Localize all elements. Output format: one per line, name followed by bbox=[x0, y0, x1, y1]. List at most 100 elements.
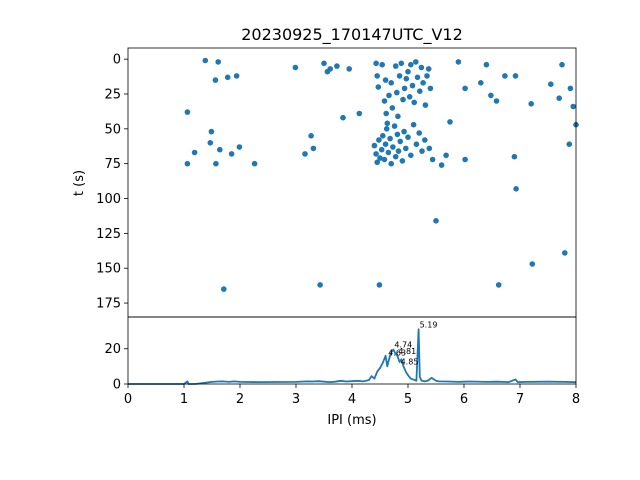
scatter-point bbox=[425, 66, 432, 72]
scatter-point bbox=[414, 74, 421, 81]
series-line bbox=[128, 328, 577, 385]
scatter-point bbox=[334, 63, 340, 69]
y-tick-label: 150 bbox=[96, 262, 121, 277]
scatter-point bbox=[383, 126, 390, 132]
scatter-point bbox=[382, 141, 389, 147]
scatter-point bbox=[417, 88, 423, 94]
scatter-point bbox=[383, 110, 390, 117]
scatter-point bbox=[308, 133, 314, 139]
scatter-point bbox=[391, 123, 398, 129]
scatter-point bbox=[213, 160, 219, 167]
scatter-point bbox=[455, 59, 462, 65]
scatter-point bbox=[400, 96, 406, 103]
scatter-point bbox=[433, 218, 439, 224]
scatter-point bbox=[403, 145, 409, 152]
x-tick-label: 6 bbox=[460, 392, 468, 407]
scatter-point bbox=[233, 73, 240, 79]
histogram-frame bbox=[127, 316, 577, 385]
scatter-point bbox=[511, 153, 518, 160]
scatter-point bbox=[410, 121, 417, 128]
scatter-point bbox=[302, 151, 308, 157]
scatter-point bbox=[401, 85, 408, 92]
y-axis-label: t (s) bbox=[72, 170, 87, 196]
scatter-point bbox=[394, 89, 400, 96]
scatter-point bbox=[373, 60, 379, 67]
scatter-point bbox=[548, 81, 554, 87]
scatter-point bbox=[317, 282, 323, 288]
scatter-point bbox=[426, 145, 433, 152]
scatter-point bbox=[419, 148, 425, 154]
scatter-point bbox=[228, 151, 235, 157]
scatter-point bbox=[559, 61, 565, 68]
scatter-point bbox=[556, 95, 562, 101]
scatter-point bbox=[413, 59, 419, 65]
scatter-point bbox=[399, 158, 406, 164]
scatter-point bbox=[462, 85, 468, 92]
scatter-point bbox=[416, 130, 423, 136]
scatter-point bbox=[409, 82, 416, 89]
x-tick-label: 8 bbox=[572, 392, 580, 407]
peak-label: 5.19 bbox=[420, 320, 438, 329]
scatter-point bbox=[236, 144, 243, 150]
scatter-point bbox=[217, 146, 223, 153]
scatter-point bbox=[221, 286, 227, 292]
scatter-point bbox=[215, 59, 221, 65]
x-tick-label: 4 bbox=[348, 392, 356, 407]
scatter-point bbox=[478, 80, 484, 86]
scatter-point bbox=[483, 61, 490, 68]
scatter-point bbox=[392, 63, 399, 69]
peak-label: 4.63 bbox=[388, 349, 406, 358]
scatter-point bbox=[443, 152, 449, 159]
scatter-point bbox=[380, 133, 386, 139]
scatter-point bbox=[420, 80, 426, 86]
histogram-panel: 5.19 4.744.634.814.85 0 20 0 1 2 3 4 5 6 7 8 bbox=[104, 316, 580, 407]
scatter-point bbox=[408, 61, 414, 68]
scatter-point bbox=[378, 146, 385, 153]
y-tick-label: 125 bbox=[96, 227, 121, 242]
scatter-point bbox=[224, 74, 231, 81]
scatter-point bbox=[411, 99, 418, 106]
scatter-point bbox=[395, 148, 402, 154]
scatter-point bbox=[376, 137, 382, 143]
x-tick-label: 3 bbox=[292, 392, 300, 407]
scatter-point bbox=[422, 102, 429, 108]
scatter-point bbox=[424, 73, 430, 79]
scatter-point bbox=[394, 131, 401, 138]
scatter-point bbox=[462, 156, 468, 163]
scatter-point bbox=[379, 61, 386, 68]
scatter-point bbox=[562, 250, 568, 256]
peak-label: 4.74 bbox=[394, 341, 412, 350]
y-tick-label: 0 bbox=[113, 378, 121, 393]
scatter-point bbox=[405, 68, 411, 75]
scatter-point bbox=[502, 73, 508, 79]
scatter-point bbox=[570, 103, 576, 110]
y-tick-label: 0 bbox=[113, 53, 121, 68]
scatter-point bbox=[567, 85, 574, 92]
scatter-point bbox=[327, 66, 334, 72]
y-tick-label: 25 bbox=[104, 87, 121, 102]
scatter-point bbox=[251, 160, 258, 167]
scatter-point bbox=[513, 186, 519, 192]
scatter-point bbox=[405, 134, 411, 140]
scatter-point bbox=[202, 57, 209, 64]
scatter-point bbox=[385, 149, 392, 156]
scatter-point bbox=[373, 151, 379, 157]
scatter-point bbox=[396, 73, 403, 79]
scatter-point bbox=[418, 64, 425, 71]
scatter-point bbox=[381, 156, 388, 163]
scatter-point bbox=[488, 92, 494, 99]
scatter-point bbox=[184, 160, 191, 167]
scatter-point bbox=[375, 84, 382, 90]
scatter-point bbox=[390, 144, 396, 150]
scatter-point bbox=[528, 101, 534, 107]
scatter-point bbox=[386, 92, 392, 99]
y-tick-label: 175 bbox=[96, 297, 121, 312]
scatter-point bbox=[340, 114, 346, 121]
scatter-point bbox=[371, 142, 378, 149]
scatter-point bbox=[529, 261, 536, 267]
y-tick-label: 20 bbox=[104, 342, 121, 357]
scatter-point bbox=[392, 153, 399, 160]
y-tick-label: 50 bbox=[104, 122, 121, 137]
scatter-point bbox=[566, 141, 573, 147]
